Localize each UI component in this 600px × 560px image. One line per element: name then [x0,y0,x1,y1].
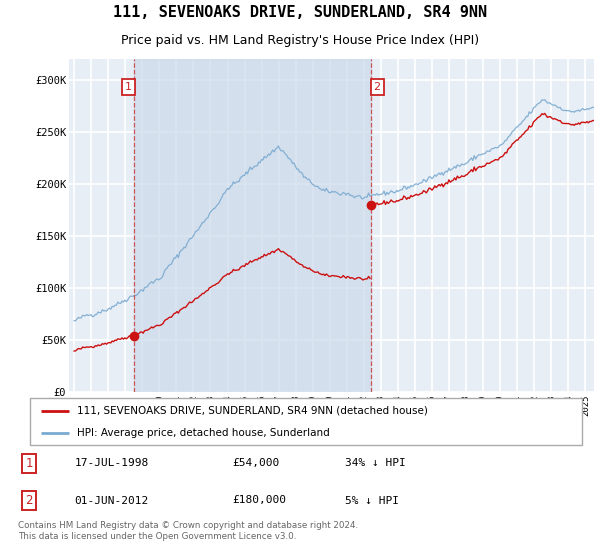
Text: 111, SEVENOAKS DRIVE, SUNDERLAND, SR4 9NN (detached house): 111, SEVENOAKS DRIVE, SUNDERLAND, SR4 9N… [77,406,428,416]
Text: 111, SEVENOAKS DRIVE, SUNDERLAND, SR4 9NN: 111, SEVENOAKS DRIVE, SUNDERLAND, SR4 9N… [113,5,487,20]
Text: 1: 1 [125,82,132,92]
Text: 2: 2 [26,494,33,507]
Text: £180,000: £180,000 [232,496,286,506]
Text: 34% ↓ HPI: 34% ↓ HPI [345,459,406,468]
Text: 5% ↓ HPI: 5% ↓ HPI [345,496,399,506]
Text: £54,000: £54,000 [232,459,280,468]
FancyBboxPatch shape [30,398,582,445]
Text: Price paid vs. HM Land Registry's House Price Index (HPI): Price paid vs. HM Land Registry's House … [121,34,479,47]
Bar [134,59,371,392]
Text: Contains HM Land Registry data © Crown copyright and database right 2024.
This d: Contains HM Land Registry data © Crown c… [18,521,358,540]
Text: 1: 1 [26,457,33,470]
Text: 17-JUL-1998: 17-JUL-1998 [74,459,149,468]
Text: 01-JUN-2012: 01-JUN-2012 [74,496,149,506]
Text: HPI: Average price, detached house, Sunderland: HPI: Average price, detached house, Sund… [77,428,329,438]
Text: 2: 2 [374,82,381,92]
